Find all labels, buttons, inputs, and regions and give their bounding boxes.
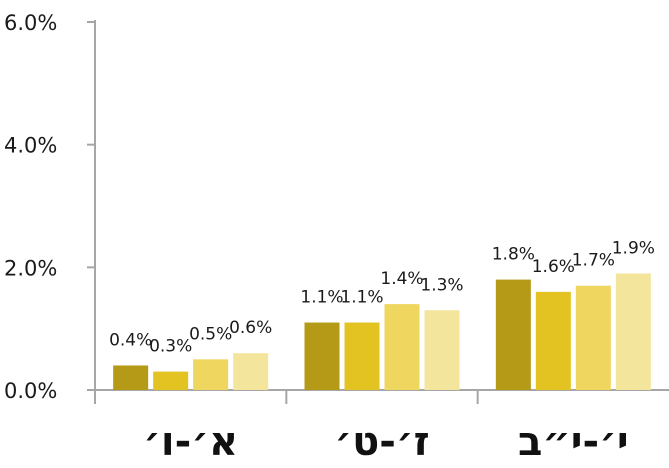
category-label: י׳-י״ב (518, 419, 629, 465)
bar (615, 273, 651, 390)
bar (113, 365, 149, 390)
y-tick-labels: 0.0% 2.0% 4.0% 6.0% (4, 11, 95, 403)
y-tick-label: 4.0% (4, 134, 57, 158)
data-label: 0.6% (229, 318, 272, 338)
y-tick-label: 2.0% (4, 256, 57, 280)
bars (113, 273, 651, 390)
bar (193, 359, 229, 390)
bar (233, 353, 269, 390)
data-label: 0.5% (189, 324, 232, 344)
data-label: 1.4% (380, 269, 423, 289)
bar (153, 371, 189, 390)
category-label: ז׳-ט׳ (334, 419, 429, 465)
axes (94, 20, 669, 404)
data-label: 1.1% (300, 288, 343, 308)
data-label: 1.3% (420, 275, 463, 295)
data-label: 1.7% (572, 251, 615, 271)
bar (575, 285, 611, 390)
data-label: 1.1% (340, 288, 383, 308)
bar (344, 322, 380, 390)
y-tick-label: 6.0% (4, 11, 57, 35)
data-label: 0.3% (149, 337, 192, 357)
bar (495, 279, 531, 390)
bar (384, 304, 420, 390)
data-label: 1.9% (612, 238, 655, 258)
bar (304, 322, 340, 390)
y-tick-label: 0.0% (4, 379, 57, 403)
data-label: 0.4% (109, 330, 152, 350)
data-labels: 0.4%0.3%0.5%0.6%1.1%1.1%1.4%1.3%1.8%1.6%… (109, 238, 655, 356)
category-labels: א׳-ו׳ ז׳-ט׳ י׳-י״ב (143, 419, 629, 465)
data-label: 1.8% (492, 245, 535, 265)
data-label: 1.6% (532, 257, 575, 277)
bar (424, 310, 460, 390)
bar (535, 291, 571, 390)
category-label: א׳-ו׳ (143, 419, 238, 465)
